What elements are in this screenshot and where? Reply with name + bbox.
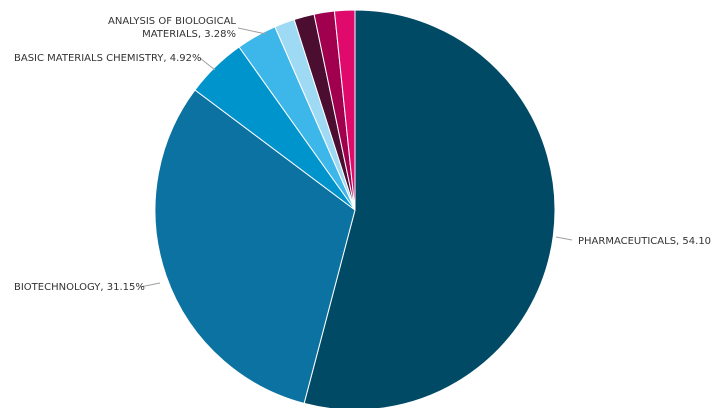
pie-slice-slice-8 bbox=[333, 9, 356, 211]
leader-line-pharmaceuticals bbox=[555, 236, 573, 241]
pie-slices bbox=[154, 9, 556, 408]
label-analysis-biological-materials-line2: MATERIALS, 3.28% bbox=[142, 29, 236, 40]
label-biotechnology: BIOTECHNOLOGY, 31.15% bbox=[14, 282, 145, 293]
label-basic-materials-chemistry: BASIC MATERIALS CHEMISTRY, 4.92% bbox=[14, 53, 202, 64]
label-pharmaceuticals: PHARMACEUTICALS, 54.10% bbox=[578, 236, 711, 247]
leader-lines bbox=[139, 27, 573, 288]
leader-line-basic-materials-chemistry bbox=[199, 57, 216, 71]
leader-line-analysis-biological-materials bbox=[237, 27, 267, 35]
label-analysis-biological-materials-line1: ANALYSIS OF BIOLOGICAL bbox=[108, 16, 236, 27]
leader-line-biotechnology bbox=[139, 282, 161, 288]
pie-slice-biotechnology bbox=[154, 89, 356, 405]
pie-slice-pharmaceuticals bbox=[303, 9, 556, 408]
slice-labels: PHARMACEUTICALS, 54.10% BIOTECHNOLOGY, 3… bbox=[14, 16, 711, 293]
